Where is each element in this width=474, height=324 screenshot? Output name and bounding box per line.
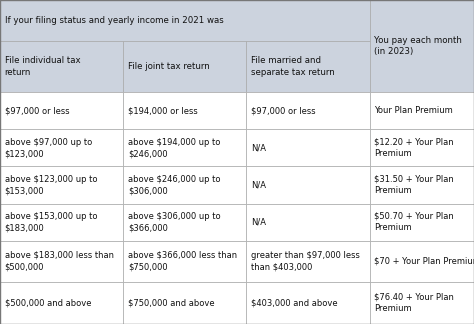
Text: above $123,000 up to
$153,000: above $123,000 up to $153,000 bbox=[5, 175, 97, 195]
Text: above $153,000 up to
$183,000: above $153,000 up to $183,000 bbox=[5, 212, 97, 232]
Bar bbox=[370, 92, 474, 129]
Text: Your Plan Premium: Your Plan Premium bbox=[374, 106, 453, 115]
Text: above $194,000 up to
$246,000: above $194,000 up to $246,000 bbox=[128, 138, 220, 158]
Bar bbox=[123, 41, 246, 92]
Bar bbox=[246, 167, 370, 203]
Text: $500,000 and above: $500,000 and above bbox=[5, 298, 91, 307]
Text: $70 + Your Plan Premium: $70 + Your Plan Premium bbox=[374, 257, 474, 266]
Text: above $306,000 up to
$366,000: above $306,000 up to $366,000 bbox=[128, 212, 220, 232]
Bar bbox=[123, 282, 246, 324]
Bar bbox=[0, 282, 123, 324]
Bar bbox=[0, 129, 123, 167]
Text: greater than $97,000 less
than $403,000: greater than $97,000 less than $403,000 bbox=[251, 251, 360, 272]
Text: $50.70 + Your Plan
Premium: $50.70 + Your Plan Premium bbox=[374, 212, 454, 232]
Bar bbox=[123, 129, 246, 167]
Bar bbox=[246, 282, 370, 324]
Text: File joint tax return: File joint tax return bbox=[128, 62, 210, 71]
Bar bbox=[0, 241, 123, 282]
Text: $97,000 or less: $97,000 or less bbox=[5, 106, 69, 115]
Bar bbox=[0, 92, 123, 129]
Bar bbox=[370, 129, 474, 167]
Bar bbox=[370, 241, 474, 282]
Text: $97,000 or less: $97,000 or less bbox=[251, 106, 316, 115]
Text: File individual tax
return: File individual tax return bbox=[5, 56, 81, 76]
Text: $12.20 + Your Plan
Premium: $12.20 + Your Plan Premium bbox=[374, 138, 454, 158]
Text: N/A: N/A bbox=[251, 218, 266, 227]
Bar bbox=[246, 241, 370, 282]
Bar bbox=[123, 92, 246, 129]
Text: above $97,000 up to
$123,000: above $97,000 up to $123,000 bbox=[5, 138, 92, 158]
Bar bbox=[370, 0, 474, 92]
Bar bbox=[123, 241, 246, 282]
Text: $31.50 + Your Plan
Premium: $31.50 + Your Plan Premium bbox=[374, 175, 454, 195]
Text: You pay each month
(in 2023): You pay each month (in 2023) bbox=[374, 36, 462, 56]
Bar bbox=[246, 92, 370, 129]
Text: $403,000 and above: $403,000 and above bbox=[251, 298, 338, 307]
Bar bbox=[0, 0, 370, 41]
Bar bbox=[370, 167, 474, 203]
Text: N/A: N/A bbox=[251, 143, 266, 152]
Text: above $183,000 less than
$500,000: above $183,000 less than $500,000 bbox=[5, 251, 114, 272]
Bar bbox=[0, 203, 123, 241]
Bar bbox=[370, 203, 474, 241]
Bar bbox=[123, 167, 246, 203]
Text: $750,000 and above: $750,000 and above bbox=[128, 298, 215, 307]
Bar bbox=[246, 129, 370, 167]
Text: $194,000 or less: $194,000 or less bbox=[128, 106, 198, 115]
Text: $76.40 + Your Plan
Premium: $76.40 + Your Plan Premium bbox=[374, 293, 455, 313]
Bar bbox=[0, 167, 123, 203]
Bar bbox=[123, 203, 246, 241]
Bar bbox=[246, 203, 370, 241]
Bar bbox=[370, 282, 474, 324]
Bar bbox=[246, 41, 370, 92]
Text: File married and
separate tax return: File married and separate tax return bbox=[251, 56, 335, 76]
Text: above $366,000 less than
$750,000: above $366,000 less than $750,000 bbox=[128, 251, 237, 272]
Bar bbox=[0, 41, 123, 92]
Text: N/A: N/A bbox=[251, 180, 266, 190]
Text: above $246,000 up to
$306,000: above $246,000 up to $306,000 bbox=[128, 175, 220, 195]
Text: If your filing status and yearly income in 2021 was: If your filing status and yearly income … bbox=[5, 16, 223, 25]
